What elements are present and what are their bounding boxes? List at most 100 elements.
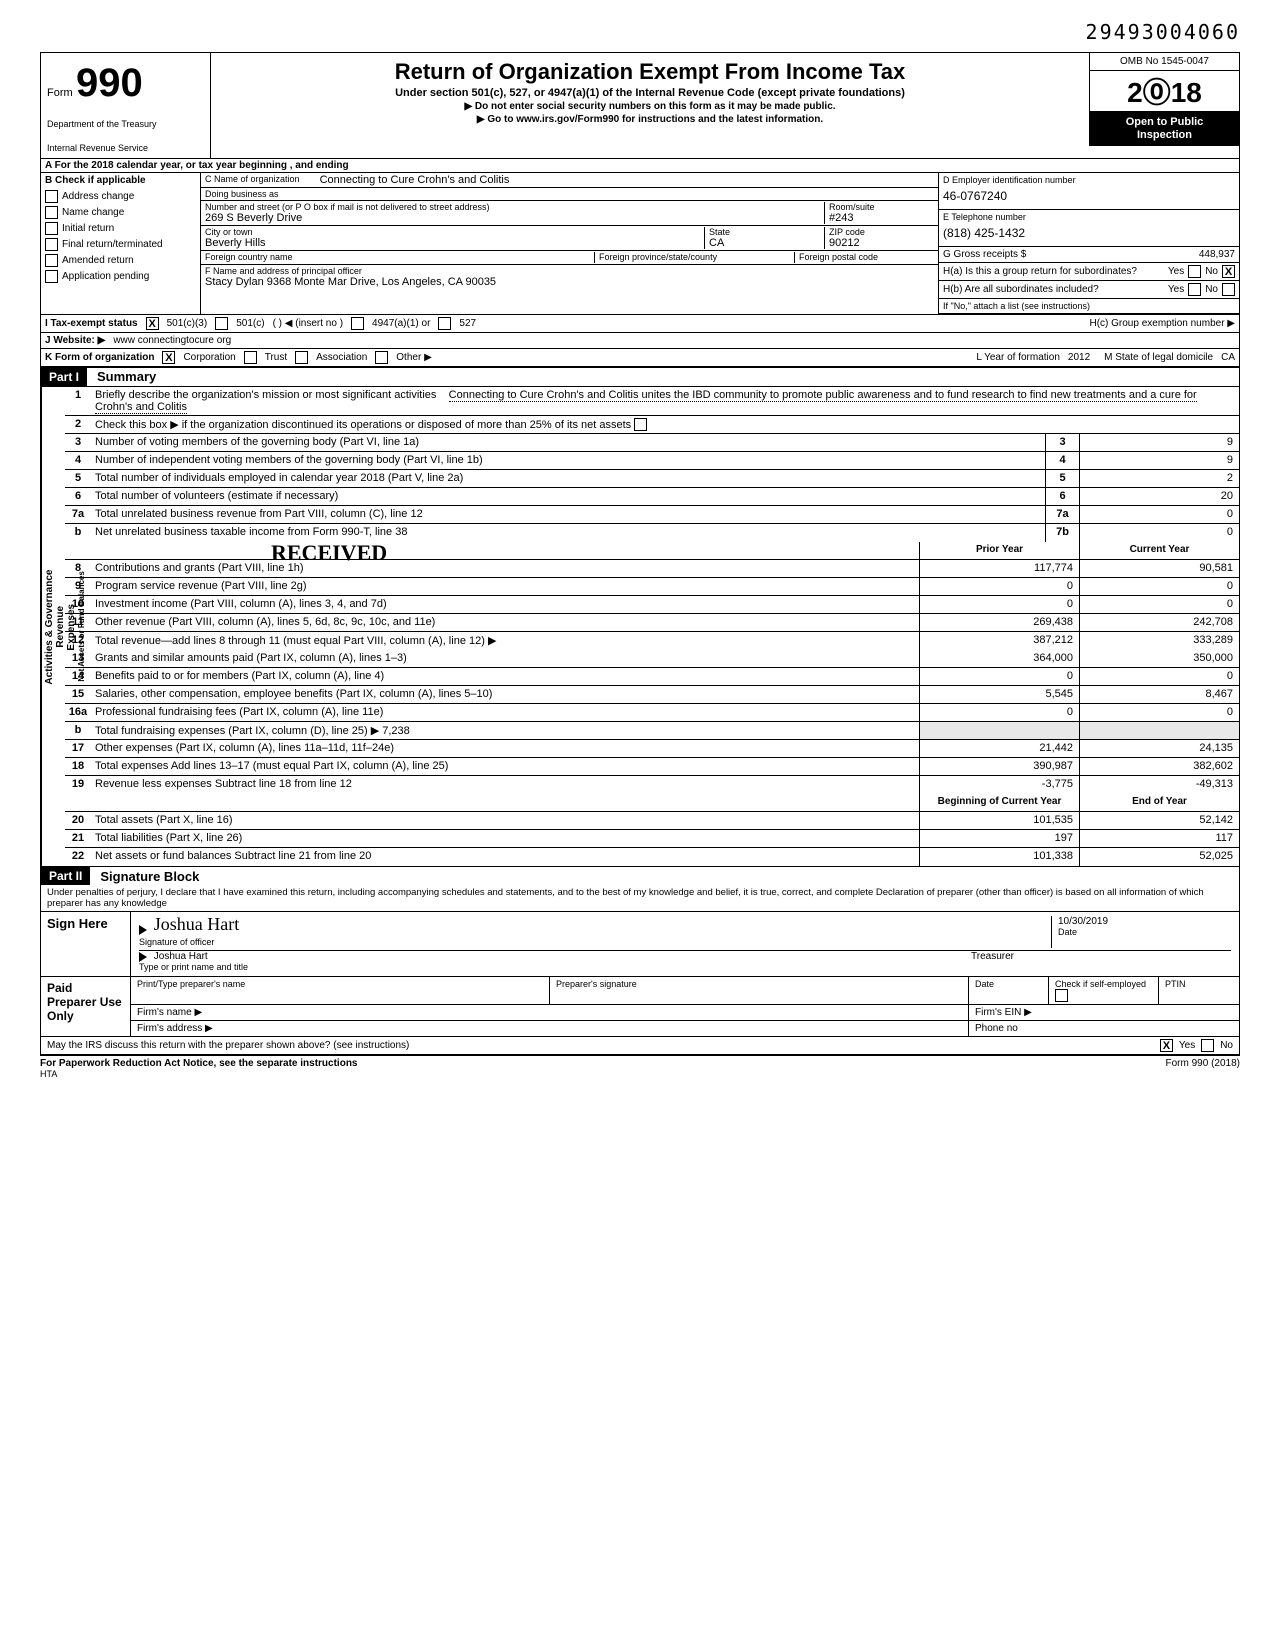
- chk-assoc[interactable]: [295, 351, 308, 364]
- form-footer: Form 990 (2018): [1166, 1058, 1240, 1080]
- opt-assoc: Association: [316, 352, 367, 363]
- chk-irs-yes[interactable]: [1160, 1039, 1173, 1052]
- gov-row: 7aTotal unrelated business revenue from …: [65, 506, 1239, 524]
- ha-lbl: H(a) Is this a group return for subordin…: [943, 266, 1164, 277]
- data-row: 19Revenue less expenses Subtract line 18…: [65, 776, 1239, 794]
- data-row: 13Grants and similar amounts paid (Part …: [65, 650, 1239, 668]
- data-row: 21Total liabilities (Part X, line 26)197…: [65, 830, 1239, 848]
- line2-text: Check this box ▶ if the organization dis…: [95, 419, 631, 431]
- paperwork-notice: For Paperwork Reduction Act Notice, see …: [40, 1058, 358, 1069]
- vtab-exp: Expenses: [66, 391, 77, 863]
- data-row: 17Other expenses (Part IX, column (A), l…: [65, 740, 1239, 758]
- note2-text: Go to www.irs.gov/Form990 for instructio…: [487, 114, 823, 125]
- vtab-net: Net Assets or Fund Balances: [77, 391, 86, 863]
- triangle-icon: [139, 952, 147, 962]
- note1-text: Do not enter social security numbers on …: [475, 101, 836, 112]
- chk-final-return[interactable]: Final return/terminated: [45, 238, 196, 251]
- room: #243: [829, 212, 934, 224]
- chk-corp[interactable]: [162, 351, 175, 364]
- gross-lbl: G Gross receipts $: [943, 249, 1026, 260]
- phone: (818) 425-1432: [943, 222, 1235, 244]
- dom-lbl: M State of legal domicile: [1104, 352, 1213, 363]
- col-d: D Employer identification number46-07672…: [939, 173, 1239, 314]
- data-row: 16aProfessional fundraising fees (Part I…: [65, 704, 1239, 722]
- chk-501c3[interactable]: [146, 317, 159, 330]
- yof-lbl: L Year of formation: [976, 352, 1060, 363]
- form-header: Form 990 Department of the Treasury Inte…: [40, 52, 1240, 158]
- open-pub-1: Open to Public: [1126, 116, 1204, 128]
- chk-4947[interactable]: [351, 317, 364, 330]
- row-j-website: J Website: ▶ www connectingtocure org: [40, 332, 1240, 348]
- i-lbl: I Tax-exempt status: [45, 318, 138, 329]
- row-k: K Form of organization Corporation Trust…: [40, 348, 1240, 367]
- chk-initial-return[interactable]: Initial return: [45, 222, 196, 235]
- part-i-title: Summary: [87, 369, 156, 384]
- gov-row: 5Total number of individuals employed in…: [65, 470, 1239, 488]
- sig-of-officer: Signature of officer: [139, 937, 214, 947]
- chk-ha-no[interactable]: [1222, 265, 1235, 278]
- chk-discontinued[interactable]: [634, 418, 647, 431]
- opt-501c: 501(c): [236, 318, 264, 329]
- chk-501c[interactable]: [215, 317, 228, 330]
- chk-self-emp[interactable]: [1055, 989, 1068, 1002]
- row-1-mission: 1 Briefly describe the organization's mi…: [65, 387, 1239, 416]
- zip: 90212: [829, 237, 934, 249]
- chk-hb-no[interactable]: [1222, 283, 1235, 296]
- chk-irs-no[interactable]: [1201, 1039, 1214, 1052]
- chk-amended[interactable]: Amended return: [45, 254, 196, 267]
- yes: Yes: [1179, 1040, 1195, 1051]
- col-header: RECEIVED Prior Year Current Year: [65, 542, 1239, 560]
- col-b-checkboxes: B Check if applicable Address change Nam…: [41, 173, 201, 314]
- yof: 2012: [1068, 352, 1090, 363]
- street-lbl: Number and street (or P O box if mail is…: [205, 202, 804, 212]
- received-stamp: RECEIVED: [271, 540, 387, 566]
- triangle-icon: [139, 925, 147, 935]
- data-row: 22Net assets or fund balances Subtract l…: [65, 848, 1239, 866]
- city-lbl: City or town: [205, 227, 684, 237]
- street: 269 S Beverly Drive: [205, 212, 824, 224]
- type-name-lbl: Type or print name and title: [139, 962, 1231, 972]
- tax-year: 2⓪18: [1090, 71, 1239, 112]
- firm-ein: Firm's EIN ▶: [969, 1005, 1239, 1020]
- hb-lbl: H(b) Are all subordinates included?: [943, 284, 1164, 295]
- chk-527[interactable]: [438, 317, 451, 330]
- summary-table: Activities & Governance Revenue Expenses…: [40, 386, 1240, 868]
- gov-row: 6Total number of volunteers (estimate if…: [65, 488, 1239, 506]
- h-note: If "No," attach a list (see instructions…: [939, 299, 1239, 314]
- chk-address-change[interactable]: Address change: [45, 190, 196, 203]
- chk-hb-yes[interactable]: [1188, 283, 1201, 296]
- section-bcd: B Check if applicable Address change Nam…: [40, 172, 1240, 314]
- irs-discuss-row: May the IRS discuss this return with the…: [41, 1037, 1239, 1054]
- chk-name-change[interactable]: Name change: [45, 206, 196, 219]
- fcn-lbl: Foreign country name: [205, 252, 293, 262]
- gross-val: 448,937: [1199, 249, 1235, 260]
- name-lbl: C Name of organization: [205, 174, 300, 186]
- data-row: 18Total expenses Add lines 13–17 (must e…: [65, 758, 1239, 776]
- data-row: 15Salaries, other compensation, employee…: [65, 686, 1239, 704]
- vtab-gov: Activities & Governance: [44, 391, 55, 863]
- begin-hdr: Beginning of Current Year: [919, 794, 1079, 811]
- dept-irs: Internal Revenue Service: [47, 144, 204, 154]
- right-header-box: OMB No 1545-0047 2⓪18 Open to Public Ins…: [1089, 53, 1239, 146]
- form-number-box: Form 990 Department of the Treasury Inte…: [41, 53, 211, 158]
- prep-date-lbl: Date: [969, 977, 1049, 1004]
- opt-corp: Corporation: [183, 352, 235, 363]
- chk-app-pending[interactable]: Application pending: [45, 270, 196, 283]
- prep-name-lbl: Print/Type preparer's name: [131, 977, 550, 1004]
- signer-title: Treasurer: [971, 951, 1231, 962]
- firm-phone: Phone no: [969, 1021, 1239, 1036]
- chk-other[interactable]: [375, 351, 388, 364]
- open-pub-2: Inspection: [1137, 129, 1192, 141]
- ein: 46-0767240: [943, 185, 1235, 207]
- paid-preparer-row: Paid Preparer Use Only Print/Type prepar…: [41, 977, 1239, 1037]
- chk-label: Initial return: [62, 223, 114, 234]
- part-ii-tag: Part II: [41, 867, 90, 885]
- chk-label: Amended return: [62, 255, 134, 266]
- col-header-2: Beginning of Current Year End of Year: [65, 794, 1239, 812]
- chk-ha-yes[interactable]: [1188, 265, 1201, 278]
- b-header: B Check if applicable: [45, 175, 196, 186]
- f-lbl: F Name and address of principal officer: [205, 266, 914, 276]
- end-hdr: End of Year: [1079, 794, 1239, 811]
- chk-trust[interactable]: [244, 351, 257, 364]
- curr-hdr: Current Year: [1079, 542, 1239, 559]
